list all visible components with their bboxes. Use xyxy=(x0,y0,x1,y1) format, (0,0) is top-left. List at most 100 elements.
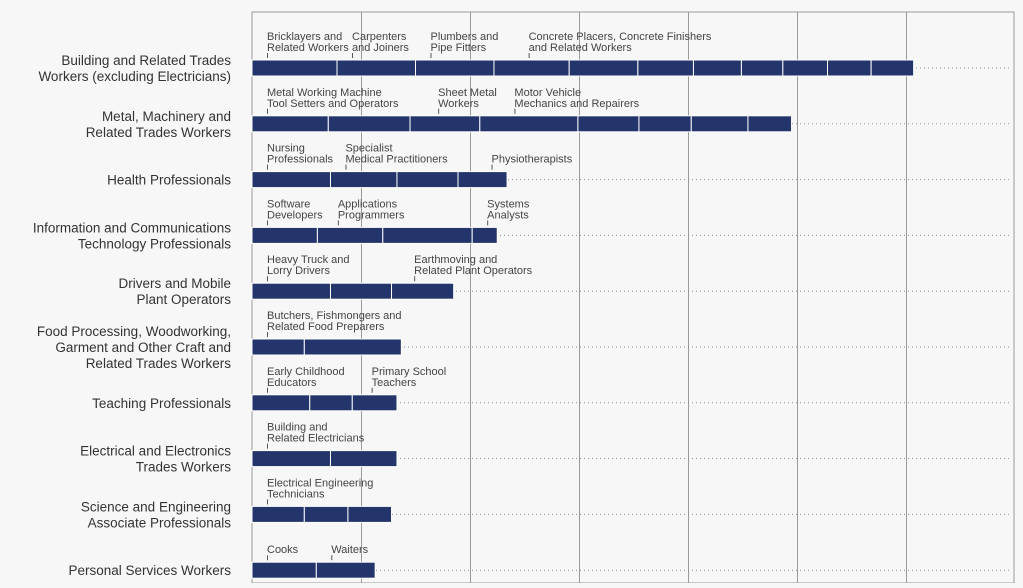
occupation-label: Teachers xyxy=(372,377,417,389)
bar-segment xyxy=(251,561,317,579)
occupation-label: Cooks xyxy=(267,544,299,556)
occupation-label: Developers xyxy=(267,209,323,221)
bar-segment xyxy=(251,115,329,133)
occupation-label: Mechanics and Repairers xyxy=(514,98,639,110)
bar-segment xyxy=(568,59,639,77)
occupation-label: Primary School xyxy=(372,366,447,378)
occupation-label: Technicians xyxy=(267,488,325,500)
category-label: Health Professionals xyxy=(107,173,231,188)
occupation-label: Related Workers xyxy=(267,42,349,54)
bar-segment xyxy=(251,338,305,356)
bar-segment xyxy=(391,282,455,300)
category-label: Workers (excluding Electricians) xyxy=(38,69,231,84)
bar-segment xyxy=(382,226,473,244)
bar-segment xyxy=(329,450,398,468)
occupation-label: Software xyxy=(267,198,310,210)
bar-segment xyxy=(309,394,353,412)
occupation-label: Programmers xyxy=(338,209,405,221)
bar-segment xyxy=(251,171,331,189)
occupation-label: Butchers, Fishmongers and xyxy=(267,310,402,322)
bar-segment xyxy=(471,226,498,244)
bar-segment xyxy=(316,226,384,244)
category-label: Trades Workers xyxy=(136,460,232,475)
occupation-label: Waiters xyxy=(331,544,368,556)
bar-segment xyxy=(251,450,331,468)
bar-segment xyxy=(637,59,694,77)
bar-segment xyxy=(251,59,338,77)
category-label: Science and Engineering xyxy=(81,499,231,514)
occupation-label: and Related Workers xyxy=(529,42,633,54)
occupation-label: Early Childhood xyxy=(267,366,345,378)
category-label: Electrical and Electronics xyxy=(80,444,231,459)
category-label: Food Processing, Woodworking, xyxy=(37,324,231,339)
occupation-label: Physiotherapists xyxy=(492,154,573,166)
occupation-label: Systems xyxy=(487,198,530,210)
occupation-label: Related Plant Operators xyxy=(414,265,533,277)
occupation-label: Sheet Metal xyxy=(438,87,497,99)
bar-segment xyxy=(690,115,749,133)
occupation-label: Lorry Drivers xyxy=(267,265,330,277)
bar-segment xyxy=(329,171,398,189)
occupation-label: Related Food Preparers xyxy=(267,321,385,333)
category-label: Related Trades Workers xyxy=(86,356,232,371)
bar-segment xyxy=(336,59,416,77)
category-label: Garment and Other Craft and xyxy=(55,340,231,355)
bar-segment xyxy=(638,115,692,133)
bar-segment xyxy=(251,505,305,523)
occupation-label: Metal Working Machine xyxy=(267,87,382,99)
occupation-label: Pipe Fitters xyxy=(431,42,487,54)
occupation-label: Motor Vehicle xyxy=(514,87,581,99)
bar-segment xyxy=(493,59,570,77)
occupation-label: Building and xyxy=(267,422,328,434)
bar-segment xyxy=(303,338,402,356)
occupation-label: Electrical Engineering xyxy=(267,477,373,489)
category-label: Associate Professionals xyxy=(88,515,232,530)
bar-segment xyxy=(827,59,872,77)
occupation-label: and Joiners xyxy=(352,42,409,54)
category-label: Teaching Professionals xyxy=(92,396,231,411)
bar-segment xyxy=(396,171,459,189)
bar-segment xyxy=(251,282,331,300)
occupation-label: Specialist xyxy=(345,143,392,155)
occupation-label: Earthmoving and xyxy=(414,254,497,266)
category-label: Technology Professionals xyxy=(78,236,231,251)
bar-segment xyxy=(347,505,393,523)
category-label: Metal, Machinery and xyxy=(102,109,231,124)
occupation-label: Nursing xyxy=(267,143,305,155)
category-label: Building and Related Trades xyxy=(61,53,231,68)
occupation-label: Tool Setters and Operators xyxy=(267,98,399,110)
bar-segment xyxy=(409,115,481,133)
bar-segment xyxy=(747,115,793,133)
bar-segment xyxy=(577,115,640,133)
bar-segment xyxy=(479,115,579,133)
bar-segment xyxy=(327,115,411,133)
occupation-label: Heavy Truck and xyxy=(267,254,350,266)
occupation-label: Plumbers and xyxy=(431,31,499,43)
occupation-label: Concrete Placers, Concrete Finishers xyxy=(529,31,712,43)
occupation-label: Analysts xyxy=(487,209,529,221)
bar-segment xyxy=(457,171,508,189)
category-label: Plant Operators xyxy=(136,292,231,307)
bar-segment xyxy=(740,59,784,77)
bar-segment xyxy=(415,59,495,77)
occupation-label: Carpenters xyxy=(352,31,407,43)
bar-segment xyxy=(329,282,393,300)
occupation-label: Related Electricians xyxy=(267,433,365,445)
category-label: Information and Communications xyxy=(33,220,231,235)
bar-segment xyxy=(315,561,376,579)
occupation-label: Applications xyxy=(338,198,398,210)
category-label: Drivers and Mobile xyxy=(118,276,231,291)
category-label: Related Trades Workers xyxy=(86,125,232,140)
occupation-label: Professionals xyxy=(267,154,334,166)
occupation-label: Medical Practitioners xyxy=(345,154,448,166)
bar-segment xyxy=(251,394,311,412)
occupation-label: Bricklayers and xyxy=(267,31,342,43)
occupation-label: Workers xyxy=(438,98,479,110)
occupation-label: Educators xyxy=(267,377,317,389)
category-label: Personal Services Workers xyxy=(68,563,231,578)
bar-segment xyxy=(782,59,829,77)
bar-segment xyxy=(692,59,742,77)
bar-segment xyxy=(351,394,398,412)
